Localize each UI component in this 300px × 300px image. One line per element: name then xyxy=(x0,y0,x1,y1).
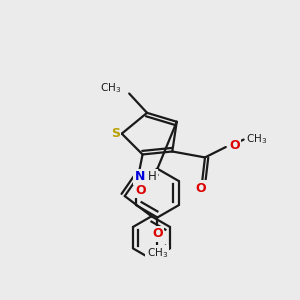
Text: O: O xyxy=(230,139,240,152)
Text: O: O xyxy=(195,182,206,194)
Text: CH$_3$: CH$_3$ xyxy=(147,246,168,260)
Text: O: O xyxy=(152,227,163,240)
Text: S: S xyxy=(111,127,120,140)
Text: CH$_3$: CH$_3$ xyxy=(246,132,267,145)
Text: CH$_3$: CH$_3$ xyxy=(100,81,121,95)
Text: H: H xyxy=(147,170,156,183)
Text: N: N xyxy=(134,170,145,183)
Text: O: O xyxy=(136,184,146,196)
